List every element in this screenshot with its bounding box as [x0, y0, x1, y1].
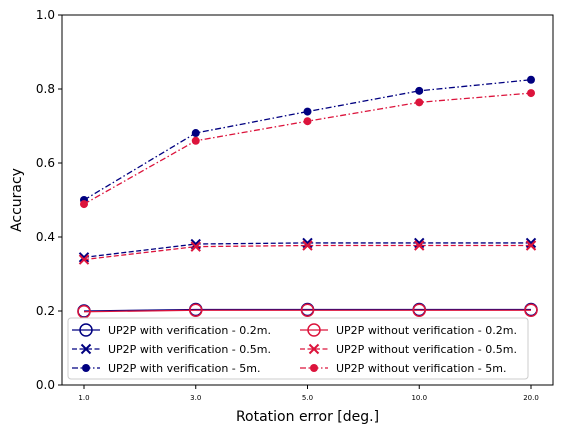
legend-label: UP2P without verification - 5m. — [336, 362, 506, 375]
data-point — [302, 240, 313, 251]
legend-marker — [310, 364, 318, 372]
y-tick-label: 0.2 — [36, 304, 55, 318]
data-point — [525, 240, 537, 251]
series-line — [83, 242, 531, 258]
data-point — [191, 136, 200, 145]
x-tick-label: 1.0 — [78, 394, 89, 402]
legend-item: UP2P with verification - 0.2m. — [72, 323, 271, 337]
data-point — [78, 252, 90, 263]
legend-label: UP2P with verification - 0.2m. — [108, 324, 271, 337]
legend-item: UP2P with verification - 5m. — [72, 362, 260, 375]
data-point — [303, 117, 312, 126]
data-point — [303, 107, 312, 116]
data-point — [527, 75, 535, 84]
series-line — [83, 308, 531, 312]
x-tick-label: 10.0 — [411, 394, 427, 402]
legend-label: UP2P without verification - 0.5m. — [336, 343, 517, 356]
y-axis: 0.0 0.2 0.4 0.6 0.8 1.0 — [36, 8, 62, 392]
data-point — [78, 254, 90, 265]
x-tick-label: 5.0 — [302, 394, 313, 402]
legend-marker — [307, 323, 321, 337]
data-point — [80, 200, 88, 209]
y-tick-label: 0.8 — [36, 82, 55, 96]
series-group — [80, 89, 535, 209]
x-tick-label: 3.0 — [190, 394, 201, 402]
series-group — [77, 303, 538, 319]
data-point — [191, 129, 200, 138]
legend: UP2P with verification - 0.2m. UP2P with … — [67, 317, 529, 380]
y-tick-label: 0.0 — [36, 378, 55, 392]
legend-item: UP2P without verification - 0.2m. — [300, 323, 517, 337]
data-point — [415, 98, 424, 107]
y-tick-label: 0.4 — [36, 230, 55, 244]
series-layer — [77, 75, 538, 319]
legend-marker — [82, 364, 90, 372]
legend-item: UP2P with verification - 0.5m. — [72, 343, 271, 356]
data-point — [527, 89, 535, 98]
data-point — [412, 303, 426, 318]
data-point — [524, 303, 538, 318]
data-point — [189, 303, 203, 318]
y-tick-label: 1.0 — [36, 8, 55, 22]
series-group — [78, 240, 537, 265]
series-group — [80, 75, 535, 204]
legend-item: UP2P without verification - 5m. — [300, 362, 506, 375]
x-axis-label: Rotation error [deg.] — [236, 409, 379, 425]
legend-item: UP2P without verification - 0.5m. — [300, 343, 517, 356]
data-point — [300, 303, 315, 318]
y-axis-label: Accuracy — [9, 168, 25, 232]
legend-marker — [308, 343, 320, 355]
legend-box — [67, 317, 529, 380]
x-axis: 1.0 3.0 5.0 10.0 20.0 — [78, 385, 539, 402]
y-tick-label: 0.6 — [36, 156, 55, 170]
legend-label: UP2P with verification - 5m. — [108, 362, 260, 375]
legend-marker — [80, 343, 92, 355]
series-line — [83, 309, 531, 313]
legend-label: UP2P with verification - 0.5m. — [108, 343, 271, 356]
data-point — [414, 240, 425, 251]
data-point — [415, 86, 424, 95]
x-tick-label: 20.0 — [523, 394, 539, 402]
legend-label: UP2P without verification - 0.2m. — [336, 324, 517, 337]
data-point — [190, 241, 201, 252]
legend-marker — [79, 323, 93, 337]
